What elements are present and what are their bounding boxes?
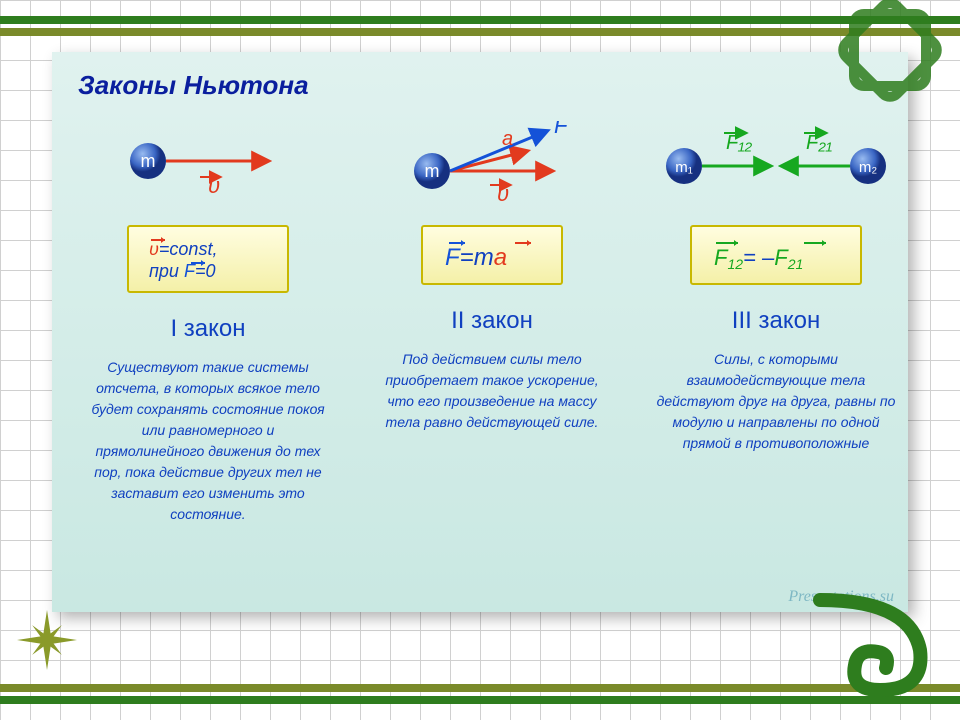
law-3-column: m₁ m₂ F₁₂ F₂₁ F12= –F21 III закон Силы, … (646, 121, 906, 454)
law-2-name: II закон (451, 307, 533, 335)
law-3-formula: F12= –F21 (690, 225, 862, 285)
law-1-desc: Существуют такие системы отсчета, в кото… (88, 357, 328, 525)
content-card: Законы Ньютона m υ υ=const, при F=0 (52, 52, 908, 612)
law-1-formula: υ=const, при F=0 (127, 225, 289, 293)
law-2-column: m a F υ F=ma II закон Под действием силы… (362, 121, 622, 433)
F-label: F (554, 121, 569, 138)
mass-label: m (425, 161, 440, 181)
law-1-diagram: m υ (78, 121, 338, 211)
svg-text:F=ma: F=ma (445, 244, 507, 271)
svg-text:υ=const,: υ=const, (149, 239, 217, 259)
law-1-column: m υ υ=const, при F=0 I закон Существуют … (78, 121, 338, 525)
mass-label: m (141, 151, 156, 171)
m1-label: m₁ (675, 159, 693, 176)
star-icon (12, 605, 82, 675)
law-3-name: III закон (732, 307, 820, 335)
m2-label: m₂ (859, 159, 877, 176)
svg-text:при F=0: при F=0 (149, 261, 215, 281)
law-2-formula: F=ma (421, 225, 563, 285)
law-2-diagram: m a F υ (362, 121, 622, 211)
top-bar-2 (0, 28, 960, 36)
top-bar-1 (0, 16, 960, 24)
corner-knot-icon (820, 0, 960, 140)
curl-icon (800, 590, 940, 700)
F12-label: F₁₂ (726, 132, 753, 154)
law-2-desc: Под действием силы тело приобретает тако… (372, 349, 612, 433)
slide-title: Законы Ньютона (78, 70, 882, 101)
columns: m υ υ=const, при F=0 I закон Существуют … (78, 121, 882, 525)
svg-text:F12= –F21: F12= –F21 (714, 245, 803, 272)
law-3-desc: Силы, с которыми взаимодействующие тела … (656, 349, 896, 454)
a-label: a (502, 128, 513, 150)
law-1-name: I закон (170, 315, 245, 343)
